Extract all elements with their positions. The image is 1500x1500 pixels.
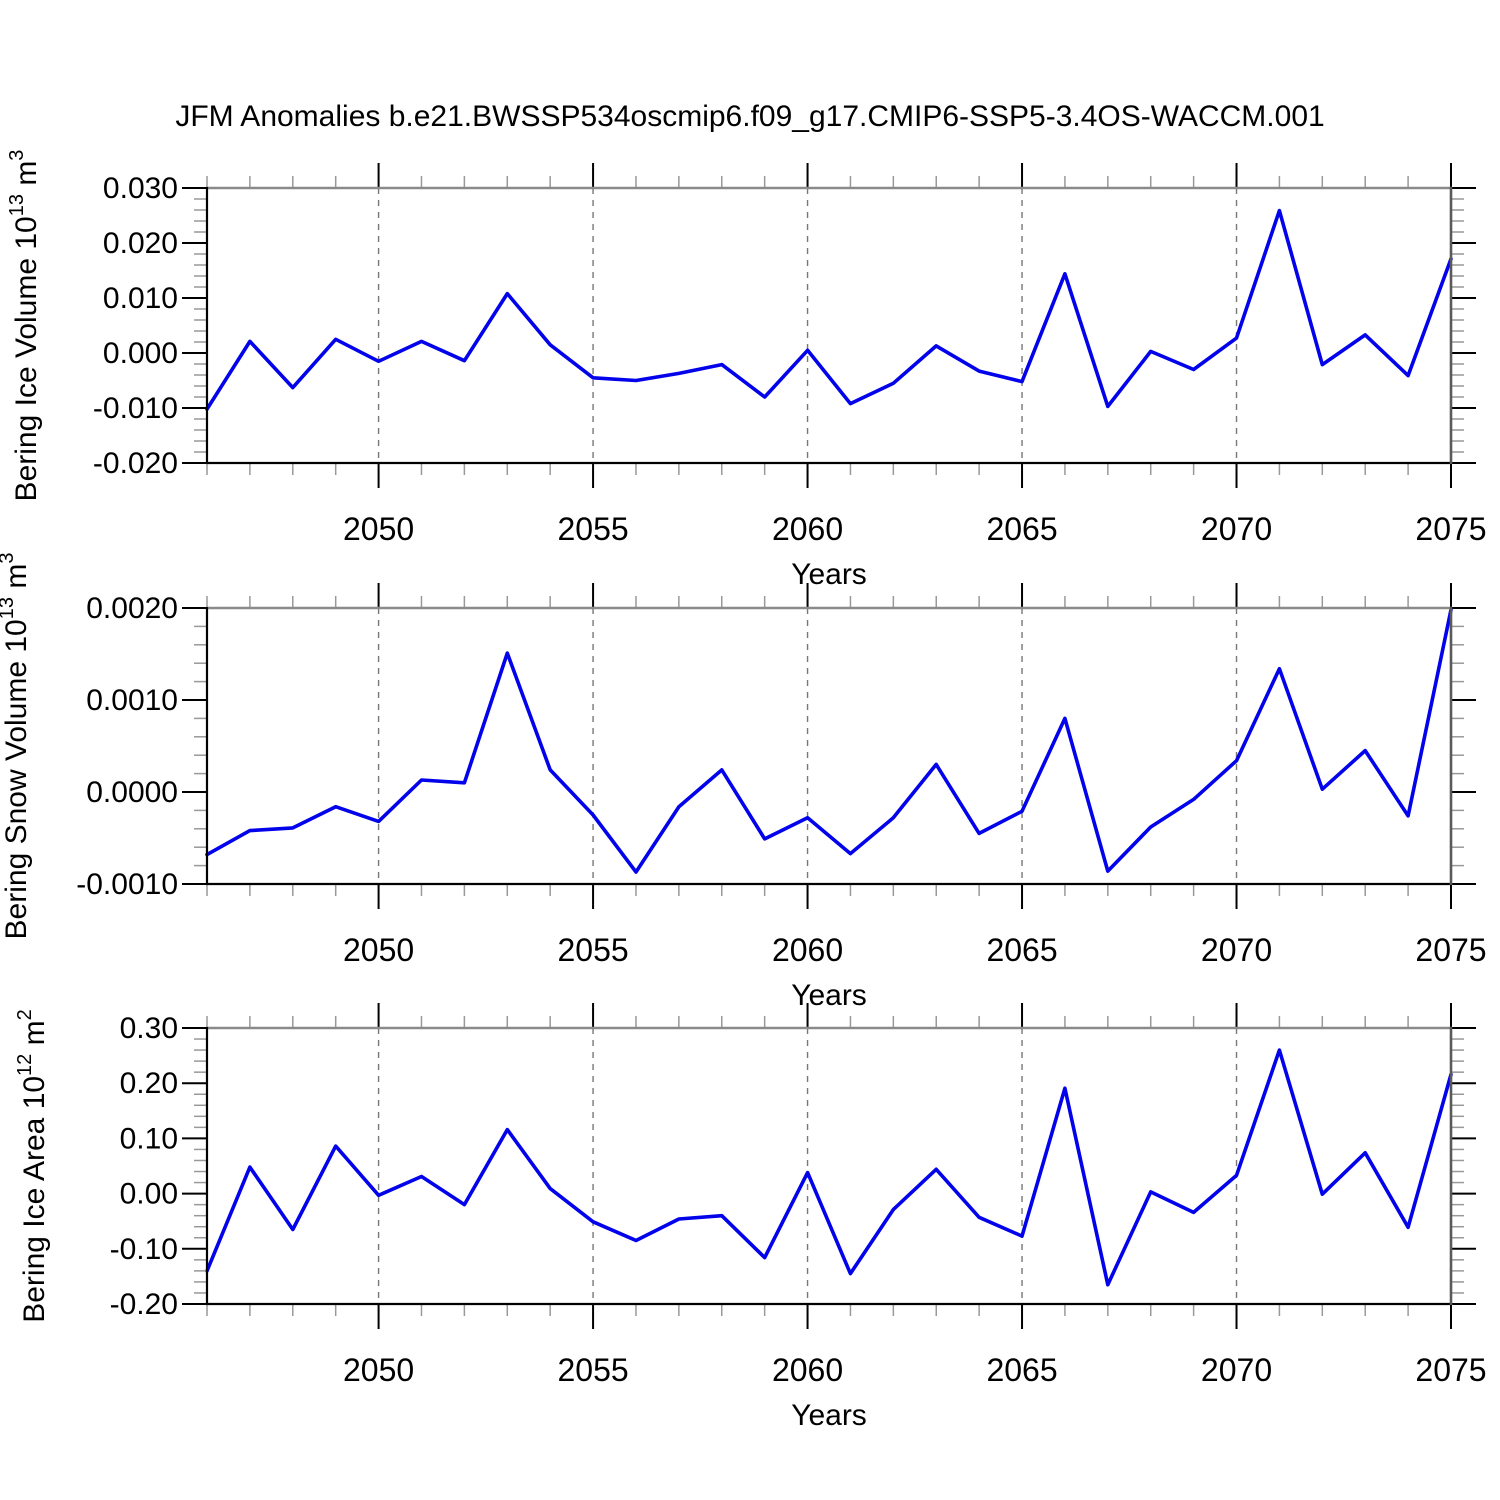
- x-axis-title: Years: [791, 979, 867, 1012]
- y-axis-title: Bering Ice Area 1012 m2: [14, 1009, 51, 1323]
- y-tick-label: 0.0000: [86, 776, 178, 809]
- y-axis-title: Bering Ice Volume 1013 m3: [6, 150, 43, 502]
- y-tick-label: 0.20: [120, 1067, 178, 1100]
- x-tick-label: 2060: [772, 932, 843, 968]
- data-line-bering-ice-area: [205, 1048, 1453, 1287]
- y-axis-title-sup: 3: [0, 553, 18, 564]
- y-axis-title: Bering Snow Volume 1013 m3: [0, 553, 33, 940]
- y-tick-label: -0.010: [93, 392, 178, 425]
- figure-title: JFM Anomalies b.e21.BWSSP534oscmip6.f09_…: [175, 100, 1325, 133]
- y-tick-label: 0.00: [120, 1178, 178, 1211]
- x-tick-label: 2060: [772, 1352, 843, 1388]
- x-tick-label: 2050: [343, 511, 414, 547]
- y-tick-label: -0.020: [93, 447, 178, 480]
- x-axis-title: Years: [791, 1399, 867, 1432]
- y-tick-label: 0.0010: [86, 684, 178, 717]
- x-tick-label: 2065: [986, 1352, 1057, 1388]
- y-axis-title-part: m: [0, 564, 33, 597]
- y-axis-title-part: m: [18, 1020, 51, 1053]
- x-tick-label: 2070: [1201, 932, 1272, 968]
- x-tick-label: 2055: [557, 932, 628, 968]
- x-tick-label: 2055: [557, 511, 628, 547]
- y-axis-title-part: Bering Ice Volume 10: [10, 216, 43, 501]
- x-tick-label: 2050: [343, 1352, 414, 1388]
- x-tick-label: 2065: [986, 511, 1057, 547]
- x-tick-label: 2060: [772, 511, 843, 547]
- y-tick-label: 0.010: [103, 282, 178, 315]
- x-tick-label: 2075: [1415, 932, 1486, 968]
- y-tick-label: 0.30: [120, 1012, 178, 1045]
- y-axis-title-sup: 2: [14, 1009, 36, 1020]
- y-tick-label: 0.10: [120, 1122, 178, 1155]
- y-axis-title-part: Bering Snow Volume 10: [0, 619, 33, 939]
- y-tick-label: 0.000: [103, 337, 178, 370]
- x-tick-label: 2055: [557, 1352, 628, 1388]
- x-axis-title: Years: [791, 558, 867, 591]
- x-tick-label: 2050: [343, 932, 414, 968]
- y-tick-label: 0.020: [103, 227, 178, 260]
- data-line-bering-snow-volume: [205, 607, 1453, 874]
- x-tick-label: 2075: [1415, 1352, 1486, 1388]
- y-axis-title-sup: 3: [6, 150, 28, 161]
- y-tick-label: -0.20: [110, 1288, 178, 1321]
- y-tick-label: 0.0020: [86, 592, 178, 625]
- data-line-bering-ice-volume: [205, 208, 1453, 411]
- y-axis-title-sup: 13: [6, 194, 28, 216]
- y-axis-title-sup: 13: [0, 597, 18, 619]
- x-tick-label: 2075: [1415, 511, 1486, 547]
- y-axis-title-part: Bering Ice Area 10: [18, 1076, 51, 1323]
- y-axis-title-part: m: [10, 161, 43, 194]
- y-tick-label: -0.10: [110, 1233, 178, 1266]
- y-tick-label: 0.030: [103, 172, 178, 205]
- y-tick-label: -0.0010: [76, 868, 178, 901]
- x-tick-label: 2065: [986, 932, 1057, 968]
- x-tick-label: 2070: [1201, 1352, 1272, 1388]
- y-axis-title-sup: 12: [14, 1054, 36, 1076]
- x-tick-label: 2070: [1201, 511, 1272, 547]
